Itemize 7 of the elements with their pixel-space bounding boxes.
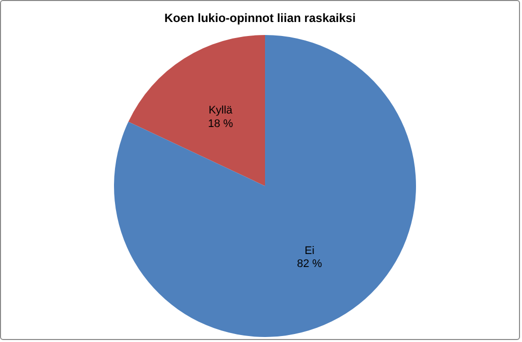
pie-slice [114,35,416,337]
data-label: 18 % [208,118,234,130]
slice-label: Ei [304,244,314,257]
chart-title: Koen lukio-opinnot liian raskaiksi [163,11,357,27]
data-label: 82 % [296,258,322,270]
pie-slice [128,35,265,186]
slice-label: Kyllä [208,104,234,117]
